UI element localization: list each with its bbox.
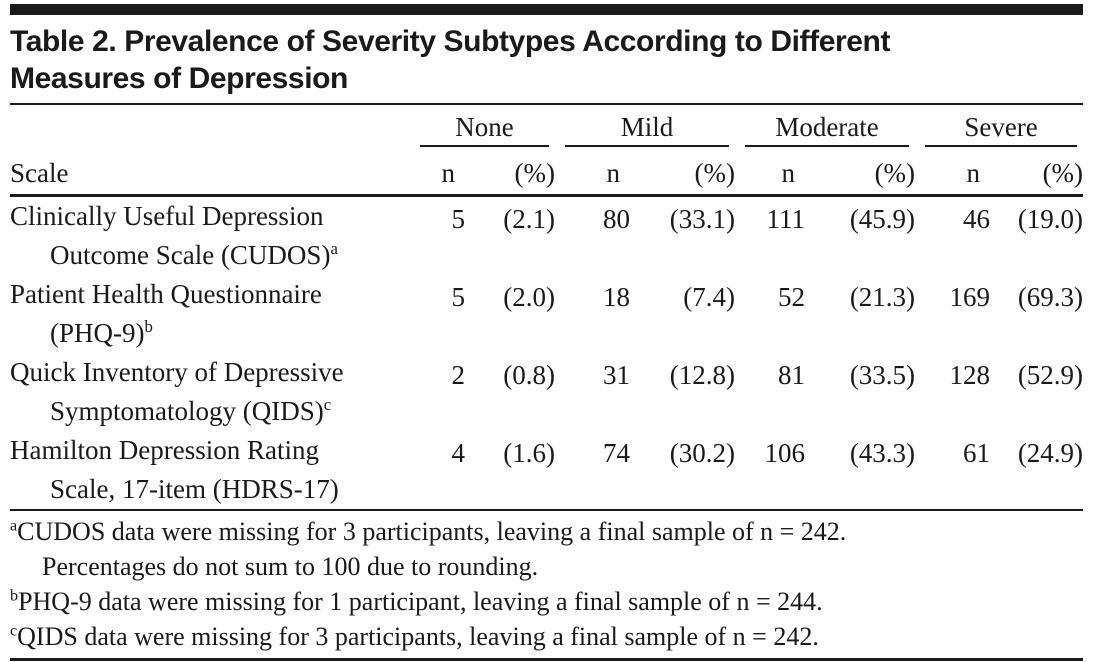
table-row-hdrs17: Hamilton Depression Rating Scale, 17-ite… (10, 431, 1083, 509)
cell-pct: (2.0) (503, 282, 556, 312)
cell-n: 111 (766, 204, 806, 234)
cell-pct: (19.0) (1017, 204, 1084, 234)
cell-n: 169 (949, 282, 991, 312)
cell-pct: (33.1) (669, 204, 736, 234)
cell-n: 106 (764, 438, 806, 468)
table-row-cudos: Clinically Useful Depression Outcome Sca… (10, 196, 1083, 276)
cell-pct: (24.9) (1017, 438, 1084, 468)
cell-pct: (45.9) (849, 204, 916, 234)
subheader-n: n (555, 147, 631, 197)
cell-n: 5 (451, 204, 466, 234)
group-header-mild: Mild (565, 110, 730, 147)
cell-pct: (12.8) (669, 360, 736, 390)
subheader-n: n (915, 147, 991, 197)
scale-name: Hamilton Depression Rating Scale, 17-ite… (10, 431, 410, 509)
table-row-qids: Quick Inventory of Depressive Symptomato… (10, 353, 1083, 431)
scale-name: Clinically Useful Depression Outcome Sca… (10, 196, 410, 276)
subheader-pct: (%) (990, 147, 1084, 197)
cell-pct: (30.2) (669, 438, 736, 468)
group-header-spacer (10, 105, 410, 147)
cell-n: 52 (778, 282, 806, 312)
footnote-marker: c (10, 622, 18, 640)
cell-pct: (69.3) (1017, 282, 1084, 312)
footnote-b: bPHQ-9 data were missing for 1 participa… (10, 587, 823, 616)
cell-n: 4 (451, 438, 466, 468)
group-header-moderate: Moderate (745, 110, 910, 147)
subheader-n: n (735, 147, 806, 197)
subheader-pct: (%) (630, 147, 736, 197)
cell-pct: (0.8) (503, 360, 556, 390)
table-title-line2: Measures of Depression (10, 62, 348, 95)
subheader-n: n (410, 147, 465, 197)
cell-pct: (7.4) (683, 282, 736, 312)
scale-name-line1: Hamilton Depression Rating (10, 435, 319, 465)
cell-pct: (52.9) (1017, 360, 1084, 390)
footnote-marker: c (323, 395, 332, 414)
cell-n: 74 (603, 438, 631, 468)
cell-n: 128 (949, 360, 991, 390)
scale-name-line2: Symptomatology (QIDS)c (50, 395, 332, 426)
group-header-severe: Severe (925, 110, 1078, 147)
cell-n: 81 (778, 360, 806, 390)
subheader-row: Scale n (%) n (%) n (%) n (%) (10, 147, 1084, 197)
cell-n: 61 (963, 438, 991, 468)
scale-name-line2: Outcome Scale (CUDOS)a (50, 239, 338, 270)
cell-pct: (2.1) (503, 204, 556, 234)
cell-n: 80 (603, 204, 631, 234)
cell-n: 2 (451, 360, 466, 390)
cell-pct: (21.3) (849, 282, 916, 312)
top-rule-bar (10, 4, 1083, 15)
cell-n: 18 (603, 282, 631, 312)
severity-table: None Mild Moderate Severe Scale n (%) n … (10, 105, 1084, 509)
cell-pct: (43.3) (849, 438, 916, 468)
table-title-line1: Table 2. Prevalence of Severity Subtypes… (10, 25, 891, 58)
scale-name: Quick Inventory of Depressive Symptomato… (10, 353, 410, 431)
footnote-a-line2: Percentages do not sum to 100 due to rou… (42, 552, 539, 581)
scale-column-header: Scale (10, 147, 410, 197)
table-footnotes: aCUDOS data were missing for 3 participa… (10, 509, 1083, 661)
subheader-pct: (%) (805, 147, 916, 197)
cell-n: 5 (451, 282, 466, 312)
scale-name-line1: Clinically Useful Depression (10, 201, 324, 231)
scale-name-line2: Scale, 17-item (HDRS-17) (50, 474, 339, 504)
footnote-marker: a (10, 517, 18, 535)
scale-name-line2: (PHQ-9)b (50, 317, 153, 348)
footnote-marker: b (10, 587, 19, 605)
cell-pct: (33.5) (849, 360, 916, 390)
footnote-marker: a (330, 239, 338, 258)
footnote-c: cQIDS data were missing for 3 participan… (10, 622, 819, 651)
footnote-marker: b (144, 317, 153, 336)
scale-name: Patient Health Questionnaire (PHQ-9)b (10, 275, 410, 353)
table-row-phq9: Patient Health Questionnaire (PHQ-9)b 5 … (10, 275, 1083, 353)
cell-n: 46 (963, 204, 991, 234)
group-header-row: None Mild Moderate Severe (10, 105, 1083, 147)
group-header-none: None (420, 110, 550, 147)
scale-name-line1: Patient Health Questionnaire (10, 279, 322, 309)
cell-n: 31 (603, 360, 631, 390)
table-title: Table 2. Prevalence of Severity Subtypes… (10, 15, 1083, 105)
footnote-a: aCUDOS data were missing for 3 participa… (10, 517, 847, 546)
subheader-pct: (%) (465, 147, 556, 197)
scale-name-line1: Quick Inventory of Depressive (10, 357, 344, 387)
cell-pct: (1.6) (503, 438, 556, 468)
